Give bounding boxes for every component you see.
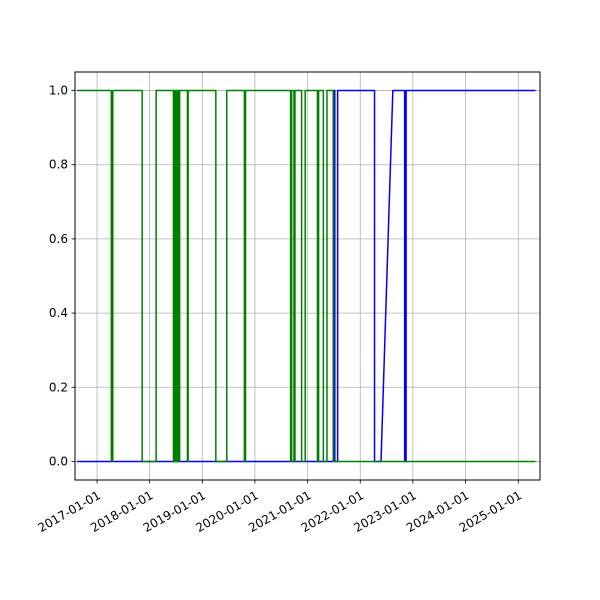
series-line-2 [77, 89, 536, 463]
y-tick-label: 0.0 [49, 454, 68, 468]
y-tick-label: 0.2 [49, 380, 68, 394]
y-tick-label: 0.8 [49, 158, 68, 172]
y-tick-label: 0.4 [49, 306, 68, 320]
y-tick-label: 0.6 [49, 232, 68, 246]
axes: 2017-01-012018-01-012019-01-012020-01-01… [36, 84, 525, 536]
grid-lines [75, 72, 540, 480]
y-tick-label: 1.0 [49, 84, 68, 98]
series-line-1 [77, 89, 536, 463]
plot-series [77, 89, 536, 463]
